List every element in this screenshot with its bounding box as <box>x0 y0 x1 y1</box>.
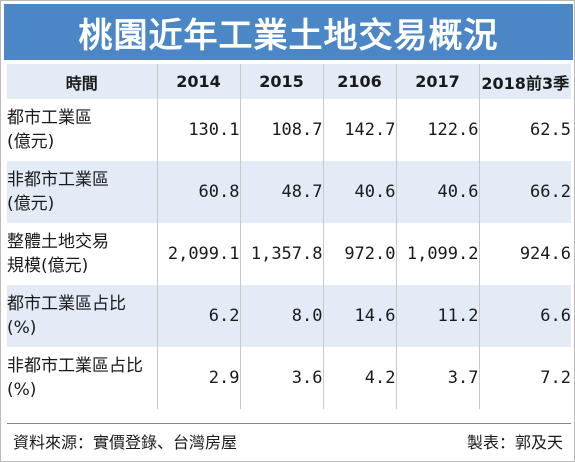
row-label: 非都市工業區 (億元) <box>7 161 158 223</box>
table-cell: 108.7 <box>239 99 324 161</box>
header-cell-2106: 2106 <box>322 64 397 99</box>
table-cell: 1,099.2 <box>395 223 480 285</box>
table-cell: 11.2 <box>395 285 480 347</box>
footer: 資料來源：實價登錄、台灣房屋 製表：郭及天 <box>13 429 563 453</box>
table-cell: 2.9 <box>156 347 241 409</box>
header-cell-2018q3: 2018前3季 <box>478 64 571 99</box>
row-label-line: 非都市工業區 <box>7 170 109 190</box>
table-cell: 130.1 <box>156 99 241 161</box>
table-row: 整體土地交易 規模(億元) 2,099.1 1,357.8 972.0 1,099… <box>7 223 571 285</box>
table-row: 非都市工業區 (億元) 60.8 48.7 40.6 40.6 66.2 <box>7 161 571 223</box>
table-row: 都市工業區 (億元) 130.1 108.7 142.7 122.6 62.5 <box>7 99 571 161</box>
row-label: 都市工業區占比 (%) <box>7 285 158 347</box>
header-cell-time: 時間 <box>7 64 158 99</box>
row-label-line: (億元) <box>7 194 55 214</box>
title-bar: 桃園近年工業土地交易概況 <box>4 4 573 60</box>
table-cell: 40.6 <box>395 161 480 223</box>
source-note: 資料來源：實價登錄、台灣房屋 <box>13 433 238 452</box>
row-label: 非都市工業區占比 (%) <box>7 347 158 409</box>
data-table: 時間 2014 2015 2106 2017 2018前3季 都市工業區 (億元)… <box>7 64 571 409</box>
row-label-line: (億元) <box>7 132 55 152</box>
header-cell-2014: 2014 <box>156 64 241 99</box>
credit-note: 製表：郭及天 <box>466 433 563 452</box>
row-label-line: (%) <box>7 318 37 338</box>
row-label: 整體土地交易 規模(億元) <box>7 223 158 285</box>
row-label-line: 整體土地交易 <box>7 232 109 252</box>
row-label: 都市工業區 (億元) <box>7 99 158 161</box>
page-title: 桃園近年工業土地交易概況 <box>78 15 499 56</box>
table-cell: 3.7 <box>395 347 480 409</box>
table-cell: 6.2 <box>156 285 241 347</box>
table-cell: 7.2 <box>478 347 571 409</box>
table-cell: 3.6 <box>239 347 324 409</box>
row-label-line: 都市工業區占比 <box>7 294 126 314</box>
table-cell: 972.0 <box>322 223 397 285</box>
row-label-line: 規模(億元) <box>7 256 89 276</box>
table-cell: 1,357.8 <box>239 223 324 285</box>
header-row: 時間 2014 2015 2106 2017 2018前3季 <box>7 64 571 99</box>
table-cell: 62.5 <box>478 99 571 161</box>
header-cell-2015: 2015 <box>239 64 324 99</box>
row-label-line: 都市工業區 <box>7 108 92 128</box>
table-cell: 6.6 <box>478 285 571 347</box>
table-cell: 14.6 <box>322 285 397 347</box>
table-cell: 924.6 <box>478 223 571 285</box>
table-row: 都市工業區占比 (%) 6.2 8.0 14.6 11.2 6.6 <box>7 285 571 347</box>
table-cell: 48.7 <box>239 161 324 223</box>
row-label-line: 非都市工業區占比 <box>7 356 143 376</box>
table-row: 非都市工業區占比 (%) 2.9 3.6 4.2 3.7 7.2 <box>7 347 571 409</box>
table-cell: 60.8 <box>156 161 241 223</box>
table-cell: 66.2 <box>478 161 571 223</box>
table-cell: 122.6 <box>395 99 480 161</box>
table-cell: 8.0 <box>239 285 324 347</box>
table-cell: 40.6 <box>322 161 397 223</box>
table-cell: 2,099.1 <box>156 223 241 285</box>
footer-divider <box>7 423 571 424</box>
table-cell: 4.2 <box>322 347 397 409</box>
table-cell: 142.7 <box>322 99 397 161</box>
header-cell-2017: 2017 <box>395 64 480 99</box>
row-label-line: (%) <box>7 380 37 400</box>
